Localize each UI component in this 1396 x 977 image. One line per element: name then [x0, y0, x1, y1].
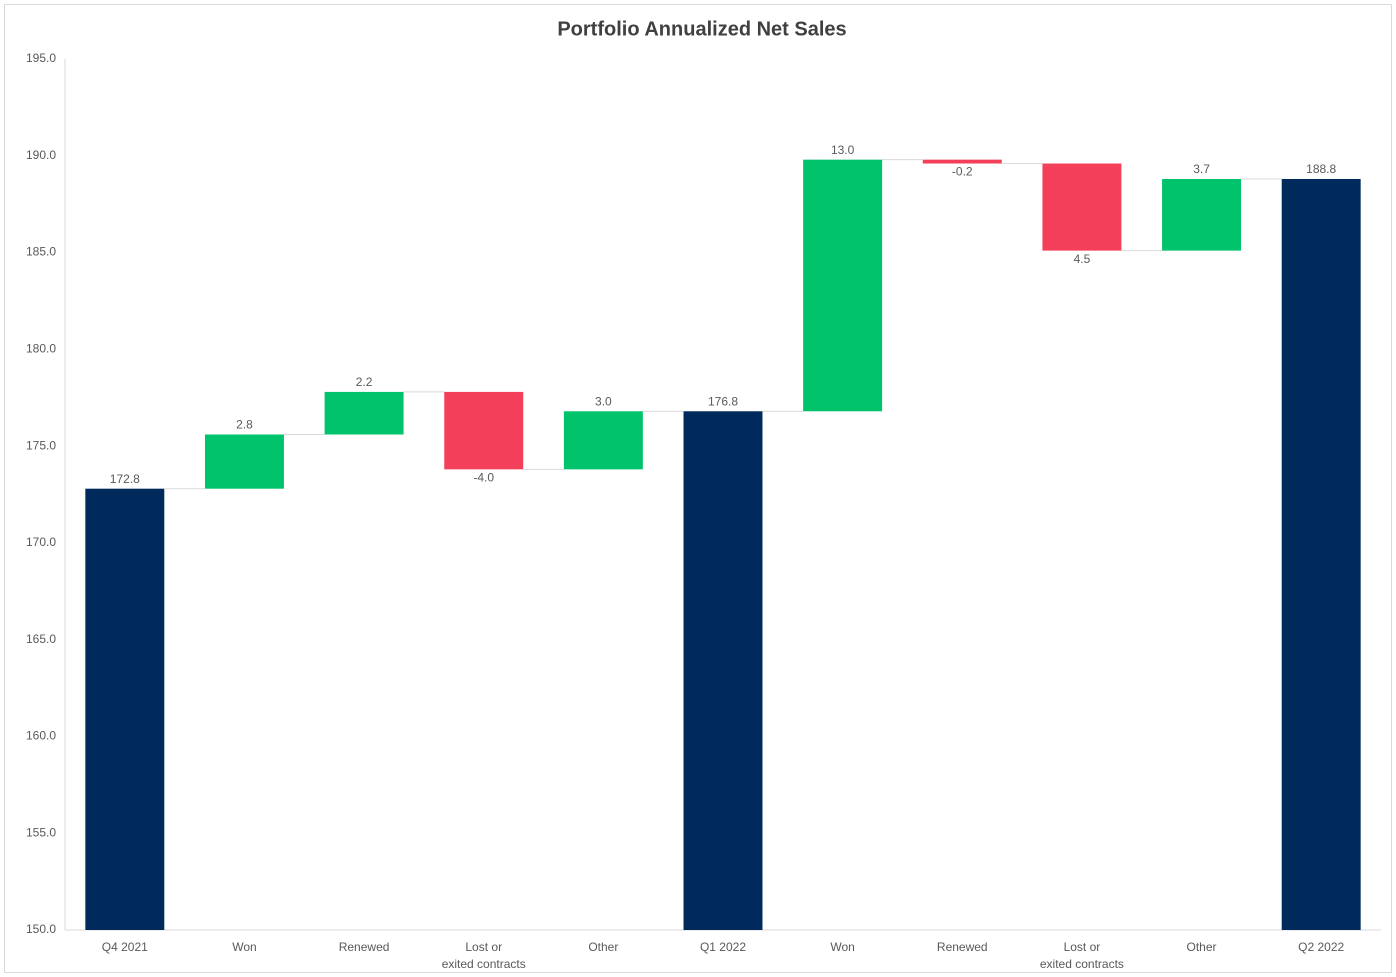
x-tick-label: Other	[588, 940, 619, 954]
x-tick-label: Lost or exited contracts	[1039, 940, 1124, 971]
data-label: 188.8	[1306, 162, 1336, 176]
data-label: -0.2	[952, 165, 973, 179]
y-tick-label: 170.0	[26, 535, 56, 549]
bar	[803, 159, 883, 412]
y-tick-label: 175.0	[26, 438, 56, 452]
bar	[1042, 163, 1122, 251]
x-tick-label: Q2 2022	[1298, 940, 1345, 954]
y-tick-label: 165.0	[26, 632, 56, 646]
bar	[922, 159, 1002, 164]
y-tick-label: 160.0	[26, 729, 56, 743]
y-tick-label: 155.0	[26, 825, 56, 839]
data-label: 2.2	[356, 375, 373, 389]
bar	[204, 434, 284, 489]
data-label: 13.0	[831, 143, 855, 157]
x-tick-label: Won	[232, 940, 257, 954]
y-tick-label: 190.0	[26, 148, 56, 162]
y-tick-label: 185.0	[26, 245, 56, 259]
y-tick-label: 180.0	[26, 342, 56, 356]
x-tick-label: Other	[1186, 940, 1217, 954]
y-tick-label: 195.0	[26, 51, 56, 65]
data-label: -4.0	[473, 471, 494, 485]
bar	[85, 488, 165, 930]
data-label: 4.5	[1074, 252, 1091, 266]
bar	[444, 391, 524, 470]
x-tick-label: Lost or exited contracts	[441, 940, 526, 971]
x-tick-label: Renewed	[936, 940, 988, 954]
data-label: 2.8	[236, 418, 253, 432]
data-label: 3.0	[595, 394, 612, 408]
data-label: 172.8	[110, 472, 140, 486]
bar	[563, 411, 643, 470]
x-tick-label: Q1 2022	[699, 940, 747, 954]
data-label: 3.7	[1193, 162, 1210, 176]
x-tick-label: Won	[830, 940, 855, 954]
chart-title: Portfolio Annualized Net Sales	[557, 18, 846, 40]
bar	[1162, 179, 1242, 251]
x-tick-label: Q4 2021	[101, 940, 148, 954]
bar	[1281, 179, 1361, 930]
bar	[324, 391, 404, 435]
x-tick-label: Renewed	[338, 940, 390, 954]
data-label: 176.8	[708, 394, 738, 408]
y-tick-label: 150.0	[26, 922, 56, 936]
bar	[683, 411, 763, 930]
